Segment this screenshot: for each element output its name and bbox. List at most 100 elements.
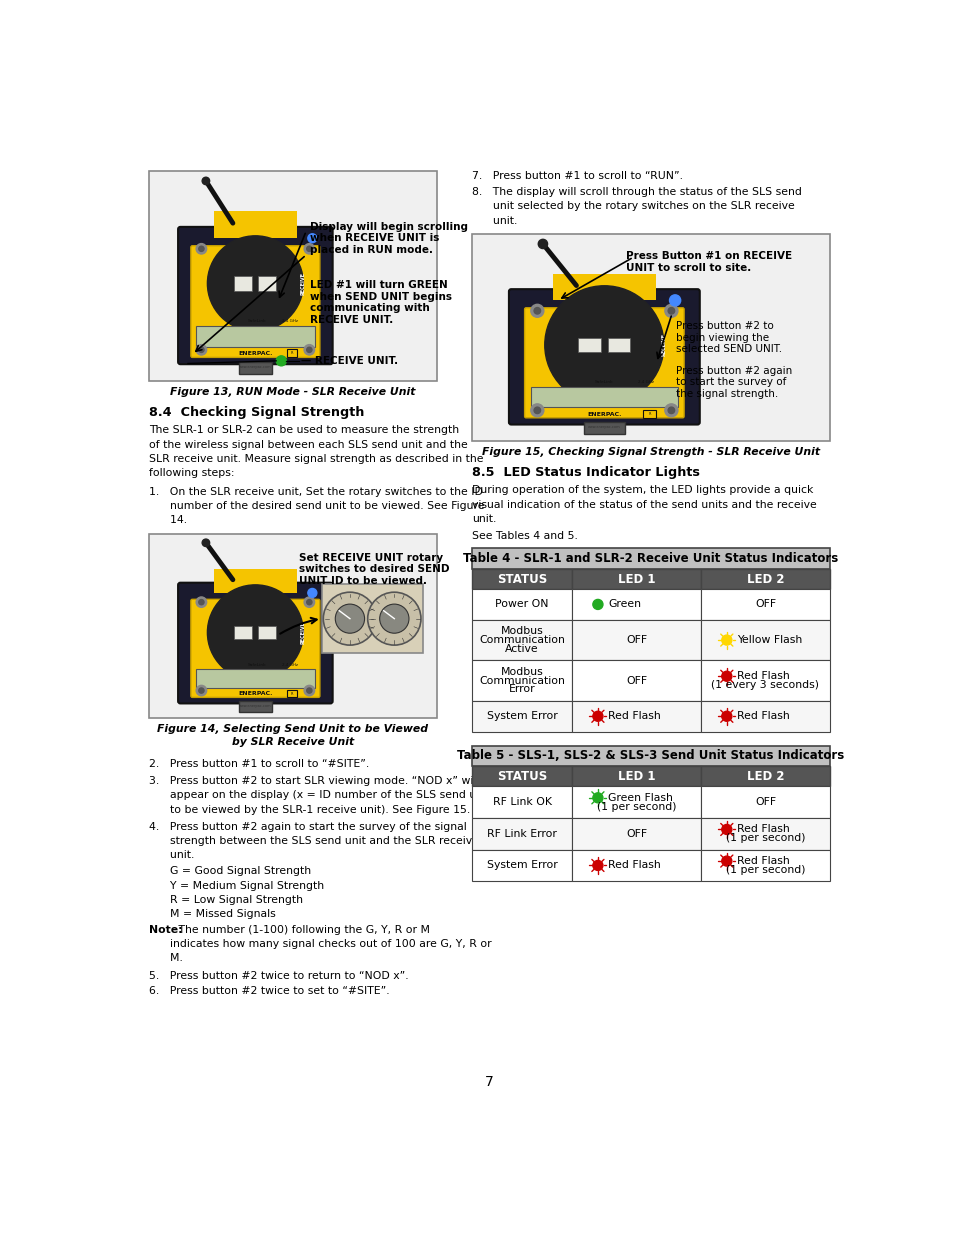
Text: 6.   Press button #2 twice to set to “#SITE”.: 6. Press button #2 twice to set to “#SIT… xyxy=(149,987,389,997)
Text: 2.4 GHz: 2.4 GHz xyxy=(282,319,298,324)
Text: unit.: unit. xyxy=(472,514,496,524)
Text: Table 4 - SLR-1 and SLR-2 Receive Unit Status Indicators: Table 4 - SLR-1 and SLR-2 Receive Unit S… xyxy=(463,552,838,566)
Text: Figure 15, Checking Signal Strength - SLR Receive Unit: Figure 15, Checking Signal Strength - SL… xyxy=(481,447,819,457)
Text: www.enerpac.com: www.enerpac.com xyxy=(239,704,272,708)
Text: Display will begin scrolling
when RECEIVE UNIT is
placed in RUN mode.: Display will begin scrolling when RECEIV… xyxy=(310,221,468,254)
Circle shape xyxy=(307,246,312,252)
Text: Red Flash: Red Flash xyxy=(608,711,660,721)
Text: R: R xyxy=(291,351,293,356)
Circle shape xyxy=(323,593,376,645)
Bar xyxy=(213,211,296,238)
FancyBboxPatch shape xyxy=(178,227,333,364)
Text: SLR receive unit. Measure signal strength as described in the: SLR receive unit. Measure signal strengt… xyxy=(149,454,482,464)
Text: 7.   Press button #1 to scroll to “RUN”.: 7. Press button #1 to scroll to “RUN”. xyxy=(472,172,682,182)
Text: to be viewed by the SLR-1 receive unit). See Figure 15.: to be viewed by the SLR-1 receive unit).… xyxy=(149,805,470,815)
Text: RECEIVE: RECEIVE xyxy=(300,621,306,643)
Text: — RECEIVE UNIT.: — RECEIVE UNIT. xyxy=(301,356,398,366)
Text: 1.   On the SLR receive unit, Set the rotary switches to the ID: 1. On the SLR receive unit, Set the rota… xyxy=(149,487,482,496)
Text: Table 5 - SLS-1, SLS-2 & SLS-3 Send Unit Status Indicators: Table 5 - SLS-1, SLS-2 & SLS-3 Send Unit… xyxy=(456,750,843,762)
Bar xyxy=(700,569,829,589)
Text: STATUS: STATUS xyxy=(497,573,547,585)
Circle shape xyxy=(198,688,204,693)
Text: visual indication of the status of the send units and the receive: visual indication of the status of the s… xyxy=(472,500,816,510)
Text: SafeLink: SafeLink xyxy=(248,319,266,324)
Circle shape xyxy=(721,672,731,682)
Circle shape xyxy=(304,685,314,695)
Text: Yellow Flash: Yellow Flash xyxy=(737,635,801,645)
Text: G = Good Signal Strength: G = Good Signal Strength xyxy=(149,866,311,877)
Text: 4.   Press button #2 again to start the survey of the signal: 4. Press button #2 again to start the su… xyxy=(149,823,466,832)
Text: RECEIVE: RECEIVE xyxy=(300,272,306,295)
Text: LED 1: LED 1 xyxy=(618,769,655,783)
Text: Active: Active xyxy=(505,643,538,653)
Bar xyxy=(472,850,572,882)
Bar xyxy=(238,701,272,711)
Text: Press button #2 again
to start the survey of
the signal strength.: Press button #2 again to start the surve… xyxy=(676,366,791,399)
Text: System Error: System Error xyxy=(486,711,557,721)
Text: R: R xyxy=(291,692,293,695)
Bar xyxy=(472,661,572,701)
Bar xyxy=(583,422,624,435)
Text: by SLR Receive Unit: by SLR Receive Unit xyxy=(232,737,354,747)
Circle shape xyxy=(198,246,204,252)
Text: Red Flash: Red Flash xyxy=(737,825,789,835)
Text: OFF: OFF xyxy=(754,599,775,609)
Bar xyxy=(572,620,700,661)
Circle shape xyxy=(669,295,680,306)
Text: Green Flash: Green Flash xyxy=(608,793,673,803)
Circle shape xyxy=(667,408,674,414)
Bar xyxy=(700,818,829,850)
Text: unit.: unit. xyxy=(149,851,193,861)
Bar xyxy=(472,746,829,767)
Bar xyxy=(472,767,572,787)
Bar xyxy=(572,661,700,701)
Circle shape xyxy=(537,240,547,248)
Circle shape xyxy=(304,243,314,254)
Bar xyxy=(530,387,678,408)
Text: See Tables 4 and 5.: See Tables 4 and 5. xyxy=(472,531,578,541)
Circle shape xyxy=(592,793,602,803)
Text: Communication: Communication xyxy=(478,676,564,685)
FancyBboxPatch shape xyxy=(191,246,319,357)
Text: Modbus: Modbus xyxy=(500,626,543,636)
Text: RF Link OK: RF Link OK xyxy=(492,797,551,808)
Text: 8.5  LED Status Indicator Lights: 8.5 LED Status Indicator Lights xyxy=(472,466,699,479)
Text: 2.   Press button #1 to scroll to “#SITE”.: 2. Press button #1 to scroll to “#SITE”. xyxy=(149,758,369,769)
Text: R: R xyxy=(648,411,651,416)
Text: The SLR-1 or SLR-2 can be used to measure the strength: The SLR-1 or SLR-2 can be used to measur… xyxy=(149,425,458,436)
Bar xyxy=(700,620,829,661)
Text: LED 2: LED 2 xyxy=(746,769,783,783)
Text: following steps:: following steps: xyxy=(149,468,233,478)
Circle shape xyxy=(198,599,204,605)
Text: Figure 14, Selecting Send Unit to be Viewed: Figure 14, Selecting Send Unit to be Vie… xyxy=(157,724,428,734)
Circle shape xyxy=(202,538,210,547)
Bar xyxy=(472,548,829,569)
Circle shape xyxy=(307,347,312,352)
Bar xyxy=(700,850,829,882)
Circle shape xyxy=(335,604,364,634)
Circle shape xyxy=(544,285,663,404)
Circle shape xyxy=(207,585,303,680)
Bar xyxy=(195,326,314,347)
Text: OFF: OFF xyxy=(625,676,646,685)
Text: Modbus: Modbus xyxy=(500,667,543,677)
Text: www.enerpac.com: www.enerpac.com xyxy=(587,425,620,430)
Circle shape xyxy=(308,233,316,243)
Circle shape xyxy=(304,345,314,354)
Text: RF Link Error: RF Link Error xyxy=(487,829,557,839)
Text: 2.4 GHz: 2.4 GHz xyxy=(638,380,653,384)
Text: (1 every 3 seconds): (1 every 3 seconds) xyxy=(711,680,819,690)
Bar xyxy=(572,818,700,850)
Text: 2.4 GHz: 2.4 GHz xyxy=(282,663,298,667)
Bar xyxy=(195,669,314,688)
Circle shape xyxy=(721,711,731,721)
Bar xyxy=(553,274,655,300)
Circle shape xyxy=(198,347,204,352)
Bar xyxy=(321,584,422,653)
Circle shape xyxy=(530,304,543,317)
Circle shape xyxy=(667,308,674,314)
Text: 3.   Press button #2 to start SLR viewing mode. “NOD x” will: 3. Press button #2 to start SLR viewing … xyxy=(149,776,478,787)
Text: Red Flash: Red Flash xyxy=(737,672,789,682)
Bar xyxy=(234,626,253,638)
Text: Power ON: Power ON xyxy=(495,599,548,609)
